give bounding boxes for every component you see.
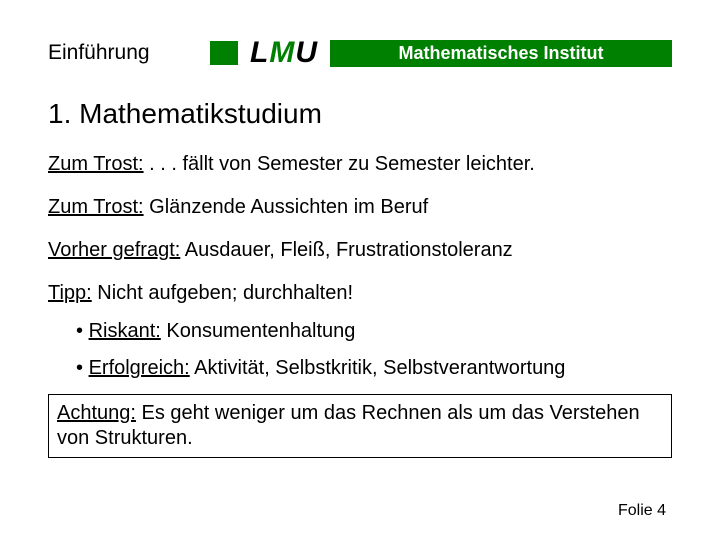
- lmu-logo: LMU: [250, 36, 318, 70]
- line-4: Tipp: Nicht aufgeben; durchhalten!: [48, 281, 672, 306]
- line-1-emph: Zum Trost:: [48, 153, 144, 175]
- bullet-1-text: Konsumentenhaltung: [161, 320, 356, 342]
- bullet-item: • Riskant: Konsumentenhaltung: [76, 320, 672, 343]
- box-text: Es geht weniger um das Rechnen als um da…: [57, 402, 640, 449]
- green-box-icon: [210, 41, 238, 65]
- line-2: Zum Trost: Glänzende Aussichten im Beruf: [48, 195, 672, 220]
- line-4-text: Nicht aufgeben; durchhalten!: [92, 282, 353, 304]
- header: Einführung LMU Mathematisches Institut: [48, 36, 672, 70]
- lmu-letter-m: M: [269, 36, 295, 69]
- lmu-letter-l: L: [250, 36, 269, 69]
- line-2-emph: Zum Trost:: [48, 196, 144, 218]
- line-1-text: . . . fällt von Semester zu Semester lei…: [144, 153, 535, 175]
- page-title: 1. Mathematikstudium: [48, 98, 672, 130]
- slide-number: Folie 4: [618, 502, 666, 520]
- bullet-2-emph: Erfolgreich:: [89, 357, 190, 379]
- institute-banner: Mathematisches Institut: [330, 40, 672, 67]
- line-2-text: Glänzende Aussichten im Beruf: [144, 196, 429, 218]
- section-title: Einführung: [48, 41, 198, 65]
- line-3: Vorher gefragt: Ausdauer, Fleiß, Frustra…: [48, 238, 672, 263]
- box-emph: Achtung:: [57, 402, 136, 424]
- line-1: Zum Trost: . . . fällt von Semester zu S…: [48, 152, 672, 177]
- bullet-list: • Riskant: Konsumentenhaltung • Erfolgre…: [48, 320, 672, 380]
- line-3-emph: Vorher gefragt:: [48, 239, 180, 261]
- slide: Einführung LMU Mathematisches Institut 1…: [0, 0, 720, 540]
- lmu-letter-u: U: [295, 36, 318, 69]
- line-4-emph: Tipp:: [48, 282, 92, 304]
- line-3-text: Ausdauer, Fleiß, Frustrationstoleranz: [180, 239, 512, 261]
- bullet-1-emph: Riskant:: [89, 320, 161, 342]
- bullet-2-text: Aktivität, Selbstkritik, Selbstverantwor…: [190, 357, 566, 379]
- bullet-item: • Erfolgreich: Aktivität, Selbstkritik, …: [76, 357, 672, 380]
- attention-box: Achtung: Es geht weniger um das Rechnen …: [48, 394, 672, 458]
